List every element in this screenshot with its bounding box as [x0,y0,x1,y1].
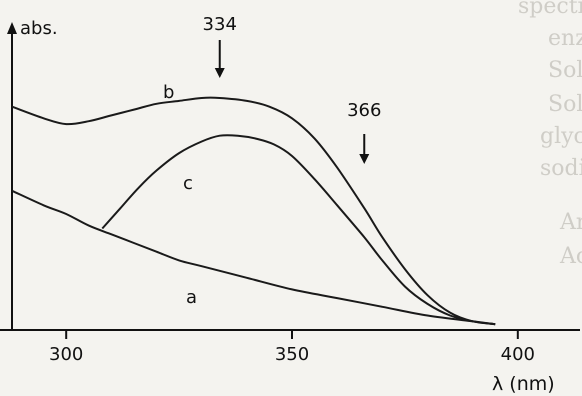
series-group: a b c [11,82,496,326]
series-line-a [11,189,496,326]
peak-annotation-arrowhead [359,154,370,164]
y-axis-arrowhead [7,22,17,34]
x-tick-label: 400 [501,344,535,365]
x-tick-label: 350 [275,344,309,365]
series-line-b [11,96,496,326]
series-label-a: a [186,287,197,308]
x-tick-label: 300 [49,344,83,365]
series-label-c: c [183,173,193,194]
series-line-c [101,134,496,326]
x-ticks: 300 350 400 [49,330,535,365]
peak-annotation-label: 366 [347,100,381,121]
peak-annotation-arrowhead [214,68,225,78]
x-axis-label: λ (nm) [492,373,555,395]
peak-annotation-label: 334 [203,14,237,35]
peak-annotations: 334 366 [203,14,381,164]
y-axis-label: abs. [20,18,58,39]
series-label-b: b [163,82,174,103]
